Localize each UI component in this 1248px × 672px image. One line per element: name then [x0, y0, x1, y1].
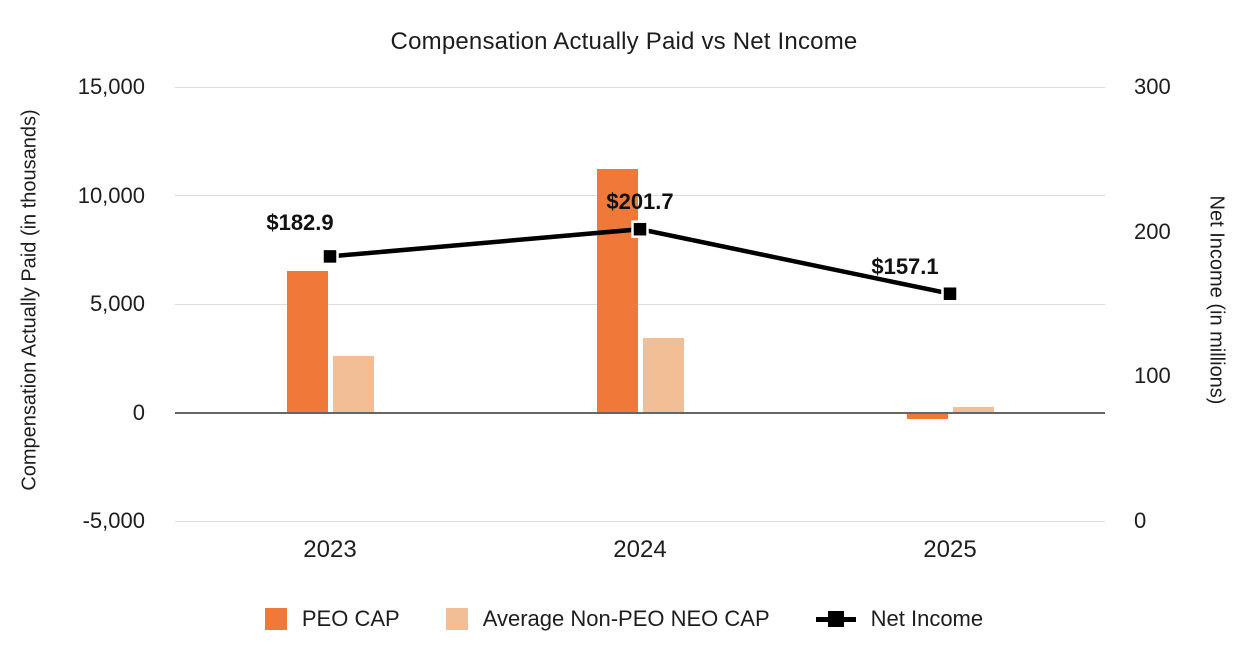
right-axis-tick-label: 0 [1134, 508, 1147, 533]
average-non-peo-neo-cap-bar-2025 [953, 407, 994, 413]
peo-cap-bar-2025 [907, 412, 948, 419]
right-axis-tick-label: 200 [1134, 218, 1171, 244]
legend-item-peo-cap: PEO CAP [264, 606, 400, 632]
left-axis-tick-label: 15,000 [77, 74, 145, 99]
zero-baseline [175, 411, 1105, 414]
average-non-peo-neo-cap-bar-2024 [643, 337, 684, 413]
net-income-line-layer [321, 220, 959, 303]
legend-item-net-income: Net Income [815, 606, 984, 632]
peo-cap-swatch-icon [264, 608, 287, 630]
average-non-peo-neo-cap-bar-2023 [333, 356, 374, 413]
plot-area: $182.9 $201.7 $157.1 [175, 86, 1105, 522]
legend-label-net-income: Net Income [870, 606, 984, 631]
net-income-value-label-2024: $201.7 [606, 189, 674, 215]
gridline [175, 195, 1105, 196]
net-income-square-marker-icon [827, 611, 844, 627]
net-income-value-label-2023: $182.9 [266, 210, 334, 236]
net-income-marker-2023 [321, 247, 339, 266]
left-axis-tick-label: -5,000 [82, 508, 145, 533]
gridline [175, 520, 1105, 522]
peo-cap-bar-2023 [287, 271, 328, 413]
avg-non-peo-neo-cap-swatch-icon [445, 608, 468, 630]
gridline [175, 303, 1105, 305]
legend-label-peo-cap: PEO CAP [301, 606, 400, 631]
left-axis-tick-label: 10,000 [77, 182, 145, 208]
legend-item-avg-non-peo-neo-cap: Average Non-PEO NEO CAP [445, 606, 770, 632]
net-income-marker-2024 [631, 220, 649, 238]
left-axis-tick-label: 5,000 [89, 291, 145, 316]
right-axis-title: Net Income (in millions) [1205, 195, 1228, 405]
x-axis-label-2024: 2024 [613, 536, 667, 563]
legend: PEO CAP Average Non-PEO NEO CAP Net Inco… [0, 602, 1248, 636]
right-axis-tick-label: 100 [1134, 363, 1171, 389]
x-axis-label-2025: 2025 [923, 536, 977, 563]
net-income-line-marker-icon [815, 611, 856, 627]
net-income-value-label-2025: $157.1 [871, 253, 939, 279]
legend-label-avg-non-peo-neo-cap: Average Non-PEO NEO CAP [482, 606, 770, 631]
chart-title: Compensation Actually Paid vs Net Income [390, 28, 858, 55]
net-income-marker-2025 [941, 284, 959, 303]
right-axis-tick-label: 300 [1134, 74, 1171, 99]
x-axis-label-2023: 2023 [303, 536, 357, 563]
gridline [175, 86, 1105, 88]
peo-cap-bar-2024 [597, 169, 638, 413]
left-axis-tick-label: 0 [132, 399, 145, 425]
